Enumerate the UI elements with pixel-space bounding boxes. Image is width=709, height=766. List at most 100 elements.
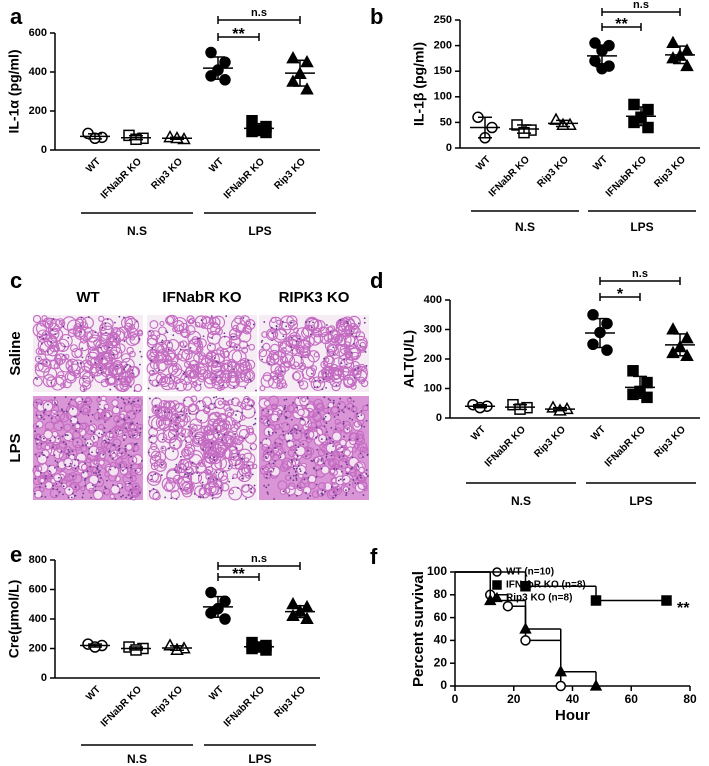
y-axis-title: Cre(μmol/L)	[6, 580, 22, 659]
tissue-nucleus	[73, 464, 76, 467]
tissue-nucleus	[284, 451, 286, 454]
tissue-nucleus	[350, 330, 353, 333]
tissue-nucleus	[267, 447, 270, 449]
tissue-nucleus	[305, 433, 308, 435]
tissue-nucleus	[294, 470, 297, 473]
tissue-nucleus	[35, 401, 38, 404]
tissue-alveolus	[337, 317, 352, 333]
tissue-nucleus	[219, 486, 222, 489]
tissue-nucleus	[137, 399, 140, 402]
tissue-alveolus	[242, 395, 251, 404]
tissue-nucleus	[150, 441, 153, 444]
tissue-alveolus	[258, 348, 268, 358]
tissue-nucleus	[93, 437, 95, 440]
tissue-alveolus	[331, 357, 346, 372]
y-tick-label: 0	[41, 672, 47, 684]
tissue-nucleus	[354, 368, 357, 371]
tissue-alveolus	[322, 366, 331, 375]
tissue-nucleus	[342, 420, 345, 423]
tissue-nucleus	[84, 438, 86, 441]
tissue-nucleus	[271, 332, 274, 335]
tissue-nucleus	[43, 411, 45, 414]
tissue-nucleus	[237, 453, 239, 456]
tissue-nucleus	[149, 330, 151, 333]
tissue-nucleus	[341, 446, 343, 449]
tissue-nucleus	[102, 453, 105, 456]
tissue-alveolus	[117, 460, 128, 471]
tissue-nucleus	[104, 421, 106, 423]
tissue-nucleus	[320, 460, 323, 462]
tissue-nucleus	[357, 465, 360, 468]
y-tick-label: 0	[440, 678, 447, 692]
tissue-alveolus	[296, 464, 307, 476]
tissue-alveolus	[162, 425, 178, 441]
tissue-alveolus	[148, 488, 160, 500]
tissue-nucleus	[36, 378, 38, 380]
tissue-nucleus	[323, 357, 325, 360]
tissue-alveolus	[320, 360, 329, 369]
tissue-alveolus	[342, 426, 351, 435]
tissue-nucleus	[58, 480, 61, 483]
tissue-nucleus	[139, 350, 142, 353]
tissue-nucleus	[227, 365, 230, 367]
tissue-nucleus	[284, 404, 287, 407]
tissue-alveolus	[233, 435, 244, 446]
tissue-alveolus	[217, 470, 229, 481]
tissue-alveolus	[219, 348, 230, 359]
tissue-nucleus	[107, 442, 110, 445]
tissue-alveolus	[151, 472, 162, 483]
tissue-nucleus	[187, 472, 189, 474]
tissue-alveolus	[198, 487, 211, 499]
tissue-alveolus	[227, 369, 237, 379]
tissue-alveolus	[211, 376, 225, 390]
tissue-nucleus	[104, 486, 106, 488]
tissue-alveolus	[131, 403, 142, 414]
tissue-nucleus	[131, 372, 134, 375]
tissue-nucleus	[72, 424, 74, 427]
tissue-nucleus	[345, 461, 347, 464]
tissue-alveolus	[189, 453, 203, 468]
tissue-nucleus	[37, 425, 40, 428]
tissue-alveolus	[356, 412, 366, 422]
tissue-nucleus	[117, 378, 120, 380]
tissue-nucleus	[134, 443, 137, 445]
tissue-alveolus	[95, 339, 109, 354]
tissue-nucleus	[311, 372, 313, 375]
tissue-alveolus	[185, 441, 193, 449]
tissue-nucleus	[57, 465, 60, 468]
tissue-alveolus	[344, 466, 351, 473]
tissue-alveolus	[228, 449, 241, 461]
tissue-nucleus	[35, 414, 38, 417]
marker-triangle	[491, 591, 503, 603]
tissue-nucleus	[60, 450, 63, 453]
tissue-nucleus	[247, 464, 250, 467]
tissue-nucleus	[169, 375, 172, 377]
tissue-nucleus	[44, 477, 47, 480]
tissue-nucleus	[240, 457, 243, 460]
tissue-nucleus	[168, 447, 170, 450]
tissue-nucleus	[333, 468, 335, 470]
tissue-nucleus	[261, 467, 264, 470]
tissue-nucleus	[201, 484, 204, 487]
marker-square	[627, 365, 639, 377]
tissue-nucleus	[223, 335, 226, 338]
y-tick-label: 60	[434, 610, 448, 624]
tissue-nucleus	[170, 419, 173, 422]
tissue-alveolus	[50, 414, 61, 424]
tissue-nucleus	[39, 435, 42, 438]
tissue-nucleus	[83, 388, 86, 391]
x-tick-label: Rip3 KO	[272, 684, 308, 720]
tissue-nucleus	[364, 351, 367, 353]
tissue-alveolus	[261, 331, 268, 338]
group-label: N.S	[515, 220, 535, 234]
tissue-alveolus	[311, 490, 320, 499]
tissue-alveolus	[194, 384, 202, 392]
group-label: LPS	[248, 224, 271, 238]
tissue-alveolus	[362, 405, 369, 412]
tissue-nucleus	[166, 331, 169, 334]
tissue-nucleus	[131, 496, 134, 499]
tissue-nucleus	[263, 484, 266, 487]
tissue-alveolus	[93, 489, 104, 500]
tissue-alveolus	[348, 325, 361, 338]
tissue-nucleus	[320, 467, 323, 470]
